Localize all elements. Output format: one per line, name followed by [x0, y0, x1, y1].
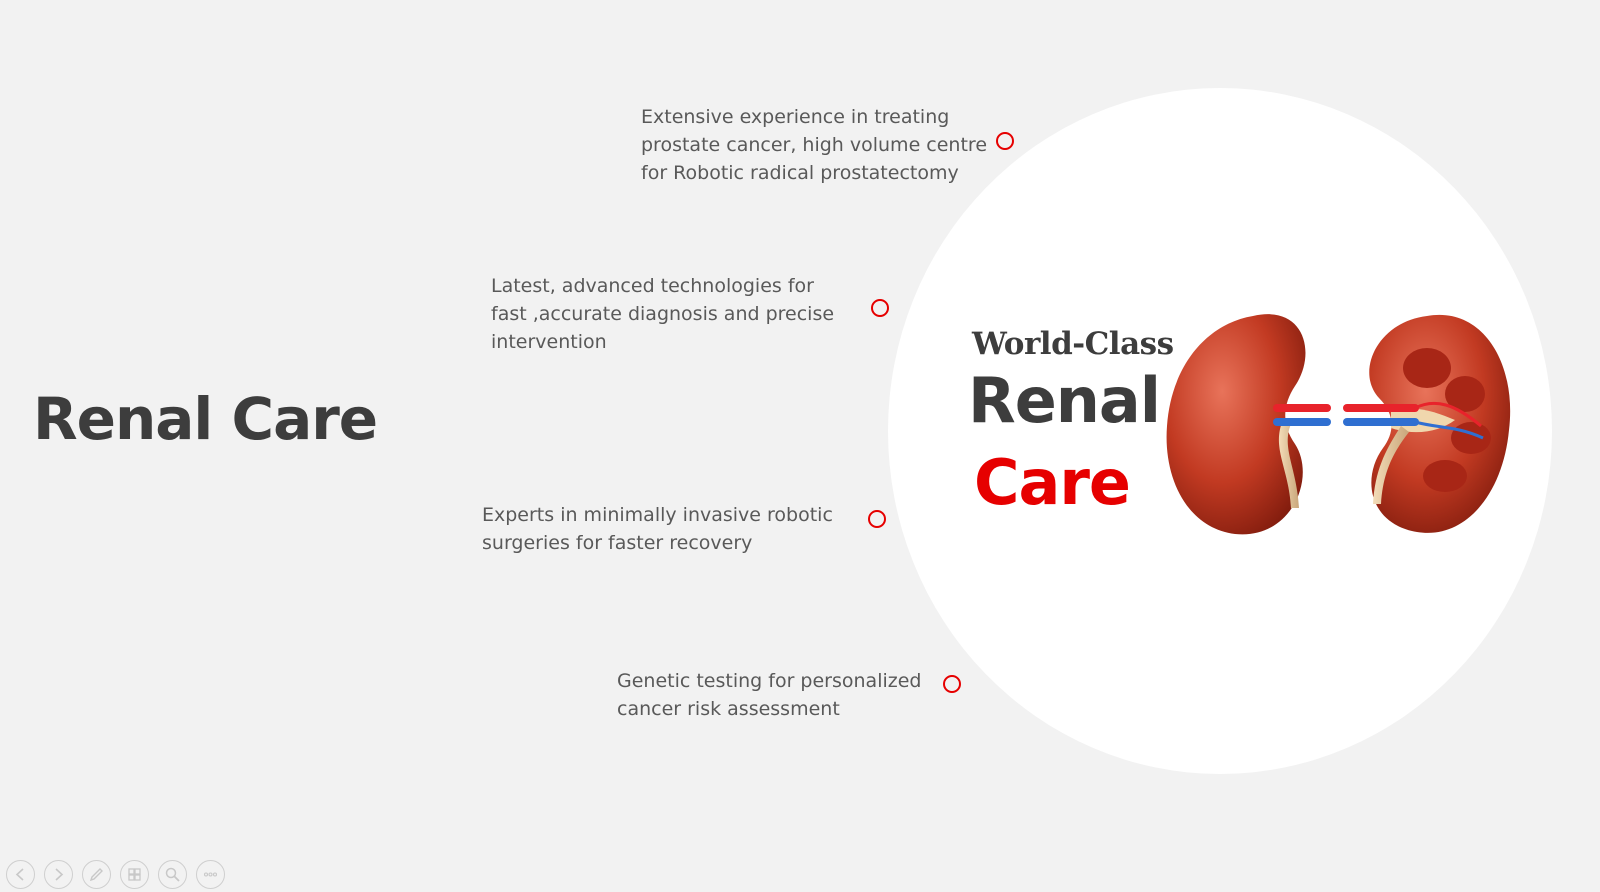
previous-button[interactable] — [6, 860, 35, 889]
feature-text-4: Genetic testing for personalized cancer … — [617, 670, 922, 720]
kidney-illustration — [1166, 314, 1511, 535]
pen-icon — [89, 868, 103, 882]
hero-care: Care — [974, 446, 1131, 519]
slides-icon — [128, 868, 141, 881]
circle-marker-icon — [871, 299, 889, 317]
more-icon — [203, 872, 218, 877]
feature-text-2: Latest, advanced technologies for fast ,… — [491, 275, 835, 353]
previous-icon — [15, 868, 24, 881]
slides-button[interactable] — [120, 860, 149, 889]
next-icon — [55, 868, 64, 881]
hero-world-class: World-Class — [972, 326, 1174, 362]
circle-marker-icon — [868, 510, 886, 528]
feature-text-3: Experts in minimally invasive robotic su… — [482, 504, 833, 554]
zoom-icon — [165, 867, 180, 882]
more-button[interactable] — [196, 860, 225, 889]
presentation-toolbar — [6, 860, 225, 889]
circle-marker-icon — [996, 132, 1014, 150]
circle-marker-icon — [943, 675, 961, 693]
pen-button[interactable] — [82, 860, 111, 889]
zoom-button[interactable] — [158, 860, 187, 889]
hero-renal: Renal — [968, 364, 1161, 437]
slide-title: Renal Care — [33, 385, 378, 453]
next-button[interactable] — [44, 860, 73, 889]
feature-text-1: Extensive experience in treating prostat… — [641, 106, 988, 184]
